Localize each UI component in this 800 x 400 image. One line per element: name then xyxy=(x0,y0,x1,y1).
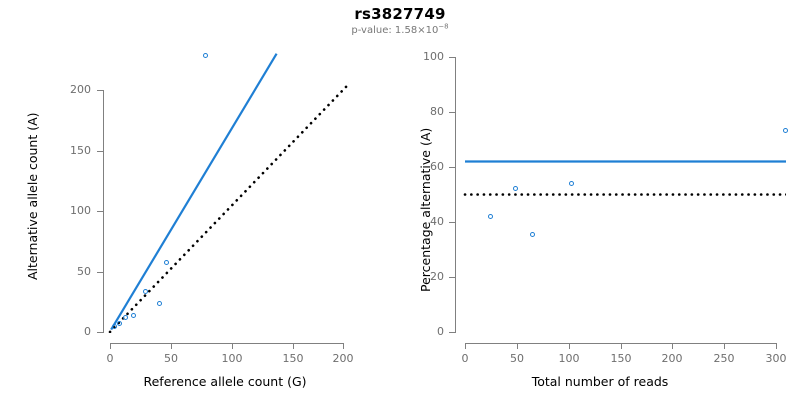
right-y-tick-60 xyxy=(449,167,455,168)
data-point xyxy=(163,259,169,265)
title-block: rs3827749 p-value: 1.58×10−8 xyxy=(0,6,800,37)
right-x-tick-label-0: 0 xyxy=(461,352,469,365)
panel-allele-counts: Alternative allele count (A) Reference a… xyxy=(25,52,354,389)
subtitle-times-symbol: × xyxy=(417,25,426,36)
left-y-tick-label-100: 100 xyxy=(70,204,91,217)
right-x-tick-label-100: 100 xyxy=(558,352,580,365)
right-x-axis-title: Total number of reads xyxy=(531,374,669,389)
right-y-tick-label-20: 20 xyxy=(430,270,444,283)
left-x-tick-100 xyxy=(232,343,233,349)
data-point xyxy=(488,214,494,220)
data-point xyxy=(513,185,519,191)
left-y-axis-line xyxy=(103,90,104,333)
chart-title: rs3827749 xyxy=(354,5,446,23)
left-y-tick-200 xyxy=(97,90,103,91)
right-x-axis-line xyxy=(465,343,776,344)
left-y-tick-100 xyxy=(97,211,103,212)
left-x-tick-label-150: 150 xyxy=(282,352,304,365)
data-point xyxy=(782,127,788,133)
right-x-tick-label-300: 300 xyxy=(765,352,787,365)
right-x-tick-50 xyxy=(517,343,518,349)
left-y-tick-label-200: 200 xyxy=(70,83,91,96)
right-x-tick-label-250: 250 xyxy=(713,352,735,365)
data-point xyxy=(116,321,122,327)
right-y-tick-20 xyxy=(449,277,455,278)
data-point xyxy=(156,300,162,306)
left-y-tick-label-50: 50 xyxy=(77,265,91,278)
right-y-tick-label-60: 60 xyxy=(430,160,444,173)
right-plot-lines xyxy=(463,160,786,196)
left-y-tick-50 xyxy=(97,272,103,273)
data-point xyxy=(130,312,136,318)
right-y-tick-40 xyxy=(449,222,455,223)
right-y-tick-100 xyxy=(449,57,455,58)
left-x-tick-150 xyxy=(293,343,294,349)
data-point xyxy=(142,288,148,294)
left-x-tick-0 xyxy=(110,343,111,349)
chart-subtitle: p-value: 1.58×10−8 xyxy=(0,22,800,37)
data-point xyxy=(529,232,535,238)
left-x-tick-200 xyxy=(343,343,344,349)
left-x-axis-title: Reference allele count (G) xyxy=(143,374,307,389)
subtitle-pvalue-text: p-value: 1.58 xyxy=(351,25,418,36)
subtitle-base: 10 xyxy=(425,25,439,36)
right-x-tick-label-50: 50 xyxy=(510,352,524,365)
data-point xyxy=(569,181,575,187)
right-x-tick-100 xyxy=(569,343,570,349)
left-x-tick-label-100: 100 xyxy=(221,352,243,365)
right-x-tick-300 xyxy=(776,343,777,349)
line-observed-fit xyxy=(110,53,278,331)
left-x-tick-50 xyxy=(171,343,172,349)
data-point xyxy=(203,52,209,58)
left-y-tick-label-0: 0 xyxy=(84,325,91,338)
left-y-tick-150 xyxy=(97,151,103,152)
data-point xyxy=(112,323,118,329)
left-x-axis-line xyxy=(110,343,344,344)
right-x-tick-label-150: 150 xyxy=(610,352,632,365)
right-y-tick-label-80: 80 xyxy=(430,105,444,118)
right-x-tick-200 xyxy=(672,343,673,349)
left-y-tick-label-150: 150 xyxy=(70,144,91,157)
right-y-tick-label-0: 0 xyxy=(437,325,444,338)
right-x-tick-150 xyxy=(621,343,622,349)
right-y-tick-80 xyxy=(449,112,455,113)
right-x-tick-250 xyxy=(724,343,725,349)
right-y-axis-line xyxy=(455,57,456,333)
left-x-tick-label-200: 200 xyxy=(332,352,354,365)
subtitle-exponent: −8 xyxy=(438,22,449,31)
right-y-tick-label-100: 100 xyxy=(423,50,444,63)
data-point xyxy=(122,315,128,321)
panel-percentage-alternative: Percentage alternative (A) Total number … xyxy=(400,0,800,400)
right-x-tick-label-200: 200 xyxy=(661,352,683,365)
right-x-tick-0 xyxy=(465,343,466,349)
left-y-tick-0 xyxy=(97,332,103,333)
left-x-tick-label-0: 0 xyxy=(106,352,114,365)
left-x-tick-label-50: 50 xyxy=(164,352,178,365)
right-y-tick-label-40: 40 xyxy=(430,215,444,228)
right-y-tick-0 xyxy=(449,332,455,333)
line-expected-1-1 xyxy=(108,81,349,333)
left-plot-lines xyxy=(108,53,349,333)
